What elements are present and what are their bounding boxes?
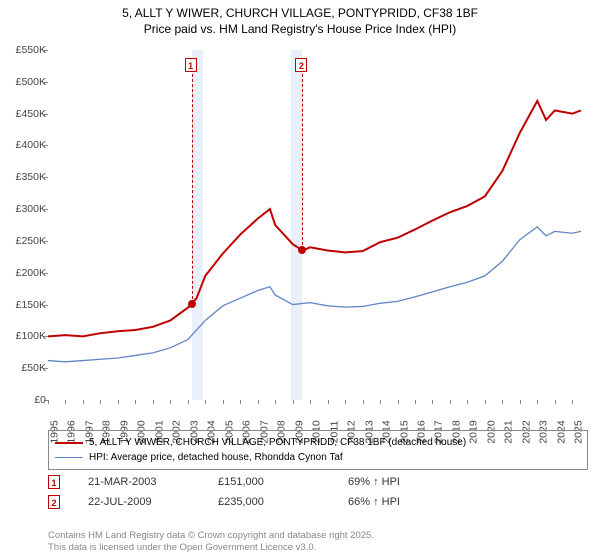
- legend-item: 5, ALLT Y WIWER, CHURCH VILLAGE, PONTYPR…: [55, 435, 581, 450]
- sale-marker-inline: 1: [48, 475, 60, 489]
- title-line-2: Price paid vs. HM Land Registry's House …: [0, 22, 600, 38]
- footer-line-2: This data is licensed under the Open Gov…: [48, 542, 374, 554]
- legend-swatch: [55, 442, 83, 444]
- line-canvas: [48, 50, 588, 400]
- legend-swatch: [55, 457, 83, 458]
- y-axis-label: £450K: [2, 108, 46, 120]
- marker-line: [192, 74, 193, 304]
- legend: 5, ALLT Y WIWER, CHURCH VILLAGE, PONTYPR…: [48, 430, 588, 470]
- sale-row: 2 22-JUL-2009£235,00066% ↑ HPI: [48, 492, 588, 512]
- y-axis-label: £150K: [2, 299, 46, 311]
- y-axis-label: £100K: [2, 330, 46, 342]
- sale-price: £235,000: [218, 496, 348, 508]
- sale-date: 22-JUL-2009: [88, 496, 218, 508]
- y-axis-label: £550K: [2, 44, 46, 56]
- y-axis-label: £50K: [2, 362, 46, 374]
- sale-hpi: 69% ↑ HPI: [348, 476, 478, 488]
- y-axis-label: £400K: [2, 139, 46, 151]
- sale-table: 1 21-MAR-2003£151,00069% ↑ HPI 2 22-JUL-200…: [48, 472, 588, 512]
- y-axis-label: £500K: [2, 76, 46, 88]
- sale-marker: 1: [185, 58, 197, 72]
- legend-label: HPI: Average price, detached house, Rhon…: [89, 452, 343, 463]
- title-line-1: 5, ALLT Y WIWER, CHURCH VILLAGE, PONTYPR…: [0, 6, 600, 22]
- series-property: [48, 101, 581, 336]
- y-axis-label: £200K: [2, 267, 46, 279]
- chart-area: £0£50K£100K£150K£200K£250K£300K£350K£400…: [48, 50, 588, 400]
- sale-price: £151,000: [218, 476, 348, 488]
- footer-attribution: Contains HM Land Registry data © Crown c…: [48, 530, 374, 554]
- sale-row: 1 21-MAR-2003£151,00069% ↑ HPI: [48, 472, 588, 492]
- chart-title: 5, ALLT Y WIWER, CHURCH VILLAGE, PONTYPR…: [0, 0, 600, 41]
- sale-marker: 2: [295, 58, 307, 72]
- plot-region: £0£50K£100K£150K£200K£250K£300K£350K£400…: [48, 50, 588, 400]
- y-axis-label: £0: [2, 394, 46, 406]
- y-axis-label: £350K: [2, 171, 46, 183]
- y-axis-label: £250K: [2, 235, 46, 247]
- marker-line: [302, 74, 303, 250]
- y-axis-label: £300K: [2, 203, 46, 215]
- footer-line-1: Contains HM Land Registry data © Crown c…: [48, 530, 374, 542]
- legend-label: 5, ALLT Y WIWER, CHURCH VILLAGE, PONTYPR…: [89, 437, 466, 448]
- sale-hpi: 66% ↑ HPI: [348, 496, 478, 508]
- legend-item: HPI: Average price, detached house, Rhon…: [55, 450, 581, 465]
- sale-date: 21-MAR-2003: [88, 476, 218, 488]
- sale-marker-inline: 2: [48, 495, 60, 509]
